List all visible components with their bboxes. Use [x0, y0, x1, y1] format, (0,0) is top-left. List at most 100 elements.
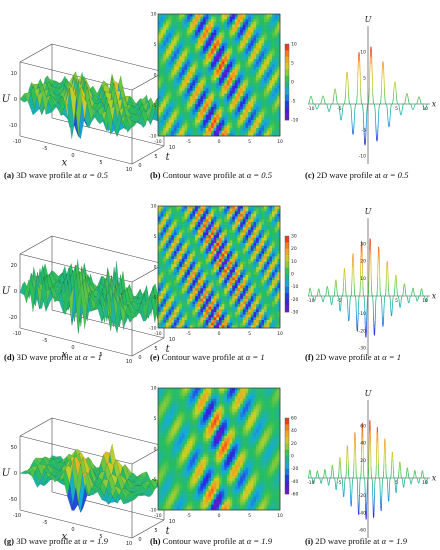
density-cell: [216, 24, 220, 28]
density-cell: [261, 29, 265, 33]
density-cell: [229, 93, 233, 97]
density-cell: [219, 261, 222, 265]
density-cell: [248, 40, 252, 44]
density-cell: [226, 93, 230, 97]
density-cell: [165, 122, 169, 126]
density-cell: [221, 267, 225, 270]
density-cell: [232, 277, 236, 281]
density-cell: [187, 61, 191, 65]
density-cell: [168, 69, 172, 73]
density-cell: [195, 237, 199, 241]
density-cell: [176, 117, 180, 121]
density-cell: [208, 221, 212, 225]
density-cell: [253, 61, 257, 65]
density-cell: [203, 37, 207, 41]
density-cell: [240, 37, 244, 41]
density-cell: [176, 16, 180, 20]
density-cell: [211, 306, 214, 310]
density-cell: [208, 274, 212, 278]
density-cell: [195, 109, 199, 113]
density-cell: [181, 82, 185, 86]
density-cell: [187, 19, 191, 23]
density-cell: [181, 267, 185, 270]
density-cell: [181, 274, 185, 278]
density-cell: [258, 56, 262, 60]
density-cell: [200, 21, 204, 25]
density-cell: [181, 314, 185, 318]
density-cell: [195, 272, 199, 276]
density-cell: [269, 128, 273, 131]
density-cell: [234, 93, 238, 97]
density-cell: [203, 120, 207, 124]
density-cell: [176, 85, 180, 89]
density-cell: [261, 14, 265, 17]
density-cell: [237, 59, 241, 63]
density-cell: [181, 317, 185, 321]
x-tick-label: -10: [307, 106, 314, 112]
density-cell: [211, 282, 214, 286]
density-cell: [189, 35, 193, 39]
density-cell: [211, 219, 214, 223]
density-cell: [229, 69, 233, 73]
density-cell: [160, 312, 164, 316]
density-cell: [232, 27, 236, 31]
density-cell: [219, 61, 222, 65]
density-cell: [226, 280, 230, 284]
density-cell: [184, 133, 188, 137]
density-cell: [171, 32, 175, 36]
density-cell: [250, 93, 254, 97]
density-cell: [240, 248, 244, 252]
density-cell: [256, 77, 260, 81]
density-cell: [224, 128, 228, 131]
density-cell: [189, 109, 193, 113]
density-cell: [179, 133, 183, 137]
density-cell: [176, 96, 180, 100]
density-cell: [168, 240, 172, 244]
density-cell: [171, 288, 175, 292]
density-cell: [168, 237, 172, 241]
density-cell: [242, 16, 246, 20]
density-cell: [258, 122, 262, 126]
density-cell: [224, 96, 228, 100]
density-cell: [240, 251, 244, 255]
density-cell: [163, 216, 167, 220]
density-cell: [165, 61, 169, 65]
density-cell: [195, 43, 199, 47]
density-cell: [237, 128, 241, 131]
density-cell: [221, 77, 225, 81]
density-cell: [200, 98, 204, 102]
density-cell: [203, 104, 207, 108]
density-cell: [240, 211, 244, 215]
density-cell: [173, 219, 177, 223]
density-cell: [165, 211, 169, 215]
u-tick-label: -5: [362, 128, 367, 134]
density-cell: [192, 243, 196, 247]
density-cell: [216, 35, 220, 39]
density-cell: [163, 133, 167, 137]
density-cell: [258, 35, 262, 39]
density-cell: [229, 24, 233, 28]
density-cell: [234, 259, 238, 262]
density-cell: [261, 122, 265, 126]
density-cell: [158, 72, 161, 76]
density-cell: [205, 248, 209, 252]
density-cell: [226, 130, 230, 134]
contour-x-tick-label: 10: [277, 139, 283, 145]
density-cell: [256, 37, 260, 41]
density-cell: [211, 227, 214, 231]
density-cell: [234, 24, 238, 28]
density-cell: [165, 267, 169, 270]
density-cell: [208, 309, 212, 313]
density-cell: [240, 282, 244, 286]
density-cell: [187, 288, 191, 292]
density-cell: [168, 101, 172, 105]
density-cell: [232, 35, 236, 39]
density-cell: [224, 224, 228, 228]
density-cell: [173, 90, 177, 94]
density-cell: [189, 290, 193, 294]
density-cell: [269, 61, 273, 65]
density-cell: [189, 96, 193, 100]
density-cell: [165, 219, 169, 223]
density-cell: [171, 130, 175, 134]
density-cell: [197, 27, 201, 31]
